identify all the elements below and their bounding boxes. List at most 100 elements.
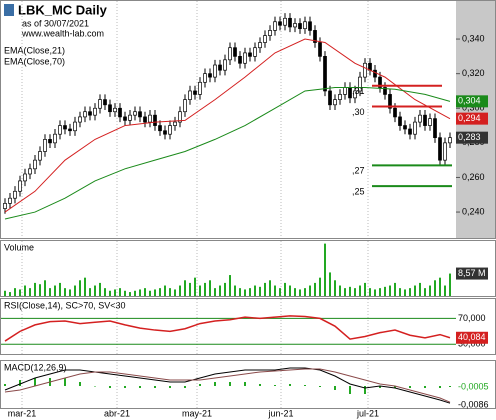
candle-body (328, 90, 332, 106)
volume-bar (209, 280, 211, 296)
volume-bar (159, 288, 161, 296)
histogram-bar (319, 386, 321, 387)
volume-bar (354, 288, 356, 296)
candle-body (73, 121, 77, 132)
volume-bar (219, 285, 221, 296)
volume-bar (424, 288, 426, 296)
volume-bar (234, 285, 236, 296)
volume-bar (309, 285, 311, 296)
volume-bar (154, 289, 156, 296)
x-tick-label: abr-21 (104, 408, 130, 418)
volume-bar (94, 285, 96, 296)
volume-bar (379, 288, 381, 296)
panel-title: Volume (4, 242, 34, 252)
candle-body (13, 190, 17, 199)
volume-bar (9, 292, 11, 296)
candle-body (113, 107, 117, 113)
volume-bar (64, 288, 66, 296)
candle-body (193, 90, 197, 95)
volume-bar (439, 277, 441, 296)
last-value-label: 0,283 (458, 132, 481, 142)
y-tick-label: 0,300 (462, 103, 485, 113)
volume-bar (19, 289, 21, 296)
level-label: ,31 (352, 86, 365, 96)
last-value-box (456, 95, 488, 108)
volume-bar (434, 280, 436, 296)
candle-body (323, 56, 327, 92)
volume-bar (294, 288, 296, 296)
candle-body (393, 107, 397, 118)
candle-body (448, 137, 452, 144)
candle-body (123, 116, 127, 121)
candle-body (148, 114, 152, 123)
volume-bar (39, 284, 41, 296)
candle-body (418, 114, 422, 123)
volume-bar (69, 289, 71, 296)
histogram-bar (34, 378, 36, 386)
candle-body (373, 69, 377, 78)
last-value-box (456, 131, 488, 144)
x-tick-label: may-21 (182, 408, 212, 418)
last-value-label: 0,294 (458, 113, 481, 123)
volume-bar (164, 285, 166, 296)
histogram-bar (379, 386, 381, 388)
last-value-label: 40,084 (458, 332, 486, 342)
volume-bar (214, 288, 216, 296)
logo (4, 4, 14, 16)
volume-bar (404, 289, 406, 296)
rsi-panel (0, 298, 496, 355)
volume-bar (44, 280, 46, 296)
x-tick-label: mar-21 (8, 408, 37, 418)
macd-line (4, 368, 451, 403)
volume-bar (4, 290, 6, 296)
candle-body (28, 168, 32, 175)
volume-bar (364, 282, 366, 296)
candle-body (343, 87, 347, 95)
x-tick-label: jun-21 (267, 408, 293, 418)
candle-body (298, 23, 302, 30)
candle-body (8, 197, 12, 204)
histogram-bar (4, 384, 6, 386)
y-tick-label: 0,240 (462, 206, 485, 216)
candle-body (173, 121, 177, 126)
volume-bar (429, 285, 431, 296)
volume-bar (49, 288, 51, 296)
candle-body (363, 62, 367, 78)
histogram-bar (449, 386, 451, 387)
candle-body (93, 107, 97, 116)
volume-bar (419, 282, 421, 296)
candle-body (388, 94, 392, 109)
volume-bar (54, 285, 56, 296)
volume-bar (334, 280, 336, 296)
volume-bar (259, 286, 261, 296)
candle-body (333, 99, 337, 106)
histogram-bar (439, 386, 441, 388)
histogram-bar (424, 386, 426, 388)
volume-bar (119, 288, 121, 296)
candle-body (158, 125, 162, 132)
macd-line (4, 367, 451, 404)
candle-body (368, 62, 372, 71)
volume-bar (114, 289, 116, 296)
volume-bar (269, 280, 271, 296)
candle-body (293, 23, 297, 28)
volume-bar (134, 290, 136, 296)
volume-bar (144, 288, 146, 296)
candle-body (358, 76, 362, 92)
candle-body (263, 35, 267, 43)
volume-bar (324, 243, 326, 296)
y-tick-label: 0,320 (462, 68, 485, 78)
candle-body (178, 111, 182, 123)
volume-bar (284, 282, 286, 296)
ema-line (4, 38, 451, 213)
candle-body (283, 17, 287, 26)
level-label: ,25 (352, 186, 365, 196)
volume-bar (264, 282, 266, 296)
volume-bar (249, 288, 251, 296)
volume-bar (384, 286, 386, 296)
histogram-bar (19, 380, 21, 386)
volume-bar (139, 289, 141, 296)
candle-body (353, 90, 357, 99)
volume-bar (279, 288, 281, 296)
candle-body (303, 21, 307, 30)
